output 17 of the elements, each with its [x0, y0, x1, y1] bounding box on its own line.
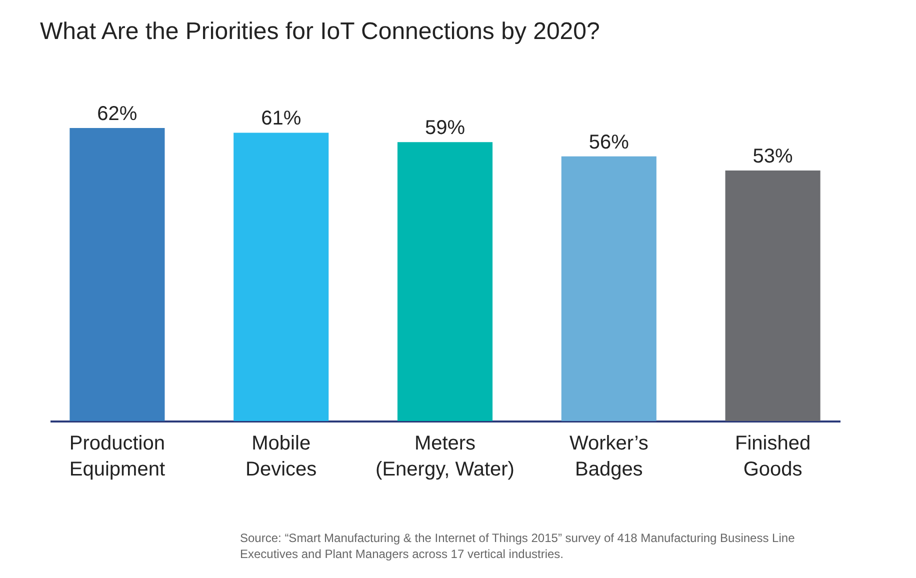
bar	[725, 170, 820, 421]
data-label: 56%	[588, 131, 630, 154]
data-label: 53%	[752, 146, 794, 168]
bar	[70, 128, 165, 421]
data-label: 61%	[261, 108, 302, 130]
x-tick-label: Mobile Devices	[246, 432, 317, 480]
x-tick-label: Worker’s Badges	[569, 432, 648, 480]
x-tick-label: Production Equipment	[69, 432, 166, 480]
bar	[561, 156, 656, 421]
x-tick-label: Finished Goods	[734, 432, 811, 480]
x-tick-label: Meters (Energy, Water)	[376, 432, 514, 480]
data-label: 62%	[97, 103, 138, 125]
data-label: 59%	[424, 117, 466, 140]
bar	[234, 132, 329, 421]
bar	[397, 142, 493, 421]
source-note: Source: “Smart Manufacturing & the Internet of Things 2015” survey of 418 Manufacturing Business Line Executives and Plant Managers across 17 vertical industries.	[240, 530, 796, 562]
chart-title: What Are the Priorities for IoT Connections by 2020?	[40, 18, 600, 45]
